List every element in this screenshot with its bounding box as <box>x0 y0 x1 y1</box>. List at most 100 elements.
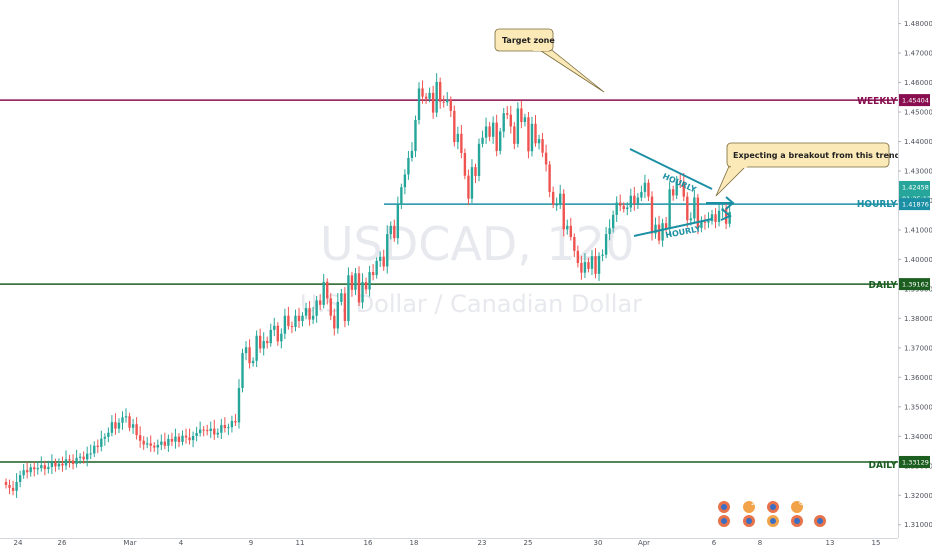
candle-body <box>407 158 410 175</box>
time-tick-label: Mar <box>123 539 136 547</box>
candle-body <box>530 123 534 152</box>
candle-body <box>202 429 205 431</box>
candle-body <box>301 315 304 322</box>
time-tick-label: 16 <box>364 539 373 547</box>
candle-body <box>597 255 601 274</box>
time-tick-label: 25 <box>524 539 533 547</box>
target-zone-callout: Target zone <box>494 28 605 93</box>
candle-body <box>703 221 707 223</box>
candle-body <box>608 228 611 235</box>
candle-body <box>262 341 265 349</box>
candle-body <box>29 467 32 473</box>
candle-body <box>57 463 61 467</box>
candle-body <box>290 326 294 328</box>
candle-body <box>566 225 569 230</box>
candle-body <box>523 117 527 123</box>
candle-body <box>209 428 212 431</box>
candle-body <box>657 224 661 241</box>
price-tick-label: 1.37000 <box>904 344 932 352</box>
candle-body <box>181 435 184 442</box>
candle-body <box>36 468 39 470</box>
candle-body <box>167 438 170 446</box>
candle-body <box>587 262 590 269</box>
candle-body <box>61 463 64 466</box>
candle-body <box>513 126 516 144</box>
candle-body <box>717 210 721 222</box>
time-tick-label: 23 <box>478 539 487 547</box>
candle-body <box>636 197 640 204</box>
candle-body <box>174 436 177 442</box>
candle-body <box>449 99 452 111</box>
candle-body <box>33 467 36 470</box>
candle-body <box>18 475 22 482</box>
candle-body <box>622 205 625 210</box>
candle-body <box>544 152 548 165</box>
candle-body <box>431 92 435 113</box>
candle-body <box>107 432 110 437</box>
weekly-price-tag-text: 1.45404 <box>902 97 929 105</box>
candle-body <box>700 221 703 228</box>
candle-body <box>100 438 103 447</box>
time-axis[interactable]: 24 26 Mar 4 9 11 16 18 23 25 30 Apr 6 8 13 15 <box>14 539 881 547</box>
candle-body <box>206 430 209 432</box>
candle-body <box>82 456 85 460</box>
candle-body <box>177 436 181 442</box>
candle-body <box>25 470 29 473</box>
time-tick-label: 8 <box>758 539 762 547</box>
time-tick-label: 9 <box>249 539 253 547</box>
candle-body <box>354 273 357 290</box>
candle-body <box>266 341 269 344</box>
candle-body <box>138 435 142 441</box>
time-tick-label: 24 <box>14 539 23 547</box>
candle-body <box>601 254 604 256</box>
candle-body <box>619 202 622 206</box>
candle-body <box>244 347 248 354</box>
price-tick-label: 1.34000 <box>904 433 932 441</box>
candle-body <box>223 425 227 429</box>
candle-body <box>506 113 509 115</box>
daily-price-tag-text: 1.39162 <box>902 281 929 289</box>
candle-body <box>520 108 523 123</box>
candle-body <box>318 300 322 305</box>
candle-body <box>121 417 124 423</box>
candle-body <box>248 347 251 364</box>
candle-body <box>156 444 159 448</box>
candle-body <box>78 456 82 458</box>
time-tick-label: 18 <box>410 539 419 547</box>
candle-body <box>216 432 219 435</box>
candle-body <box>495 122 498 151</box>
candle-body <box>237 387 241 423</box>
candle-body <box>276 325 280 342</box>
candle-body <box>548 164 551 192</box>
candle-body <box>255 335 258 361</box>
candle-body <box>146 443 149 445</box>
candle-body <box>297 315 301 322</box>
current-price-text: 1.42458 <box>902 183 929 191</box>
candle-body <box>103 436 107 439</box>
weekly-level-label: WEEKLY <box>857 96 897 107</box>
candle-body <box>640 191 643 198</box>
candle-body <box>671 189 675 196</box>
candle-body <box>195 433 198 437</box>
candle-body <box>682 181 685 197</box>
candle-body <box>75 457 78 465</box>
candle-body <box>68 459 71 461</box>
candle-body <box>647 182 650 197</box>
target-zone-text: Target zone <box>502 36 555 45</box>
candle-body <box>590 256 594 269</box>
weekly-price-tag <box>899 94 930 107</box>
candle-body <box>241 353 244 388</box>
candle-body <box>343 293 347 322</box>
candle-body <box>611 214 615 229</box>
candle-body <box>650 196 654 234</box>
price-tick-label: 1.45000 <box>904 109 932 117</box>
candle-body <box>714 214 717 222</box>
price-tick-label: 1.41000 <box>904 226 932 234</box>
candle-body <box>516 108 520 144</box>
price-tick-label: 1.43000 <box>904 167 932 175</box>
svg-text:6: 6 <box>799 499 803 507</box>
candle-body <box>71 460 75 465</box>
candle-body <box>315 300 318 316</box>
